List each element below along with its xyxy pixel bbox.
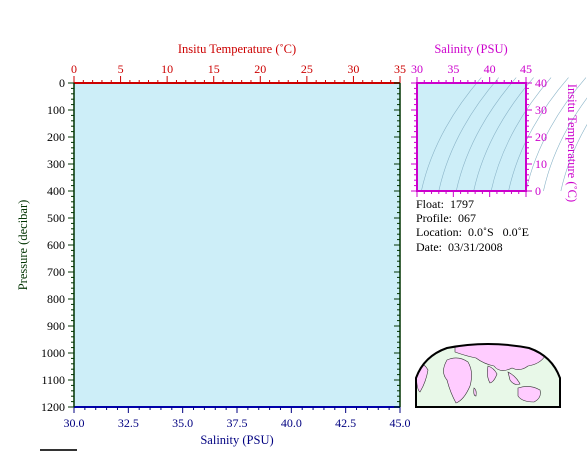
map-landmass-australia [517, 386, 541, 403]
map-landmass-eurasia [454, 344, 546, 371]
density-contour [560, 124, 587, 192]
ts-axis-ticks [411, 77, 532, 197]
density-contour [490, 77, 552, 192]
ts-right-tick-label: 30 [535, 103, 547, 117]
bottom-axis-title: Salinity (PSU) [200, 433, 273, 447]
density-contour [455, 77, 517, 192]
ts-top-tick-label: 45 [520, 62, 532, 76]
left-axis-tick-label: 700 [47, 265, 65, 279]
top-axis-tick-label: 15 [208, 62, 220, 76]
ts-top-tick-label: 30 [411, 62, 423, 76]
bottom-axis-tick-label: 40.0 [281, 416, 302, 430]
bottom-axis-tick-label: 32.5 [118, 416, 139, 430]
left-axis-tick-label: 1000 [41, 346, 65, 360]
bottom-axis-tick-label: 35.0 [172, 416, 193, 430]
top-axis-title: Insitu Temperature (˚C) [178, 42, 296, 56]
top-axis-tick-label: 10 [161, 62, 173, 76]
left-axis-tick-label: 100 [47, 103, 65, 117]
ts-right-axis-title: Insitu Temperature (˚C) [565, 84, 579, 202]
left-axis-tick-label: 900 [47, 319, 65, 333]
ts-right-tick-label: 10 [535, 157, 547, 171]
left-axis-tick-label: 1200 [41, 400, 65, 414]
map-outline [415, 343, 561, 408]
profile-axis-ticks [68, 76, 401, 413]
float-number: Float: 1797 [416, 197, 475, 211]
left-axis-tick-label: 800 [47, 292, 65, 306]
ts-top-axis-title: Salinity (PSU) [434, 42, 507, 56]
profile-tick-labels: 0 5 10 15 20 25 30 35 30.0 32.5 35.0 37.5 40.0 42.5 45… [41, 62, 411, 430]
left-axis-tick-label: 400 [47, 184, 65, 198]
bottom-axis-tick-label: 37.5 [227, 416, 248, 430]
ts-top-tick-label: 35 [447, 62, 459, 76]
top-axis-tick-label: 35 [394, 62, 406, 76]
left-axis-tick-label: 300 [47, 157, 65, 171]
ts-diagram-background [417, 83, 526, 191]
footer-mark [40, 449, 77, 451]
left-axis-tick-label: 200 [47, 130, 65, 144]
left-axis-title: Pressure (decibar) [16, 200, 30, 291]
ts-right-tick-label: 0 [535, 184, 541, 198]
location-map [415, 343, 561, 408]
density-contour [525, 77, 587, 192]
top-axis-tick-label: 0 [71, 62, 77, 76]
top-axis-tick-label: 30 [347, 62, 359, 76]
density-contour [421, 77, 482, 192]
density-contour [543, 97, 587, 192]
profile-plot: 0 5 10 15 20 25 30 35 30.0 32.5 35.0 37.5 40.0 42.5 45… [16, 42, 411, 447]
left-axis-tick-label: 500 [47, 211, 65, 225]
left-axis-tick-label: 600 [47, 238, 65, 252]
map-landmass-madagascar [473, 387, 477, 397]
profile-number: Profile: 067 [416, 211, 476, 225]
density-contour [438, 77, 499, 192]
ts-right-tick-label: 40 [535, 76, 547, 90]
map-landmass-africa [443, 357, 472, 404]
float-location: Location: 0.0˚S 0.0˚E [416, 225, 529, 239]
map-landmass-india [487, 365, 498, 384]
density-contours [421, 77, 587, 192]
ts-top-tick-label: 40 [484, 62, 496, 76]
left-axis-tick-label: 0 [59, 76, 65, 90]
map-landmass-seasia [507, 371, 521, 385]
density-contour [473, 77, 534, 192]
density-contour [508, 77, 569, 192]
top-axis-tick-label: 20 [254, 62, 266, 76]
bottom-axis-tick-label: 30.0 [64, 416, 85, 430]
bottom-axis-tick-label: 42.5 [335, 416, 356, 430]
ts-right-tick-label: 20 [535, 130, 547, 144]
left-axis-tick-label: 1100 [41, 373, 65, 387]
top-axis-tick-label: 5 [118, 62, 124, 76]
profile-date: Date: 03/31/2008 [416, 240, 503, 254]
profile-plot-background [74, 83, 400, 407]
bottom-axis-tick-label: 45.0 [390, 416, 411, 430]
top-axis-tick-label: 25 [301, 62, 313, 76]
